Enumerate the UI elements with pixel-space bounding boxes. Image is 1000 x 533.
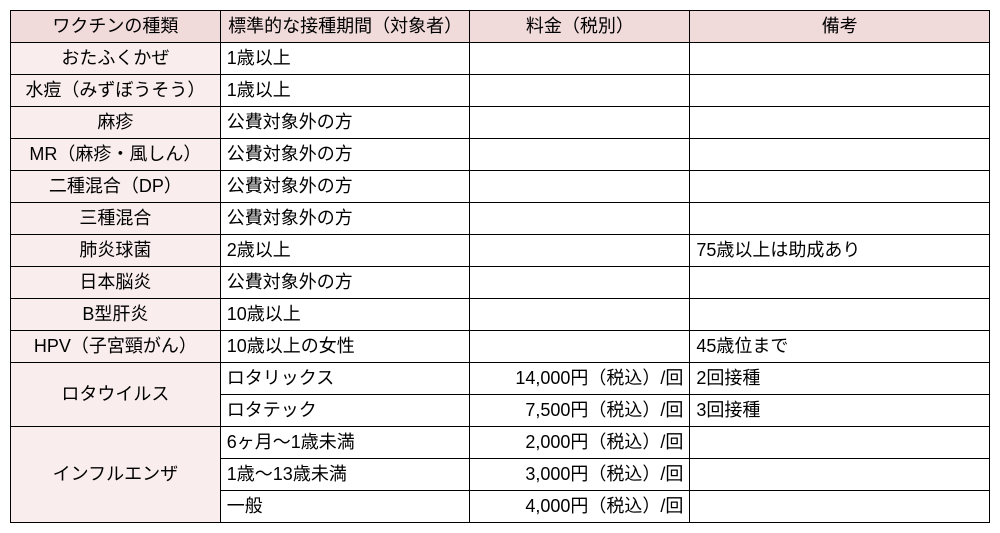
table-row: MR（麻疹・風しん） 公費対象外の方 <box>11 139 990 171</box>
vaccine-period: ロタリックス <box>220 363 470 395</box>
vaccine-note <box>690 171 990 203</box>
table-row-rotavirus: ロタウイルス ロタリックス 14,000円（税込）/回 2回接種 <box>11 363 990 395</box>
vaccine-fee <box>470 43 690 75</box>
table-row: 麻疹 公費対象外の方 <box>11 107 990 139</box>
vaccine-fee: 7,500円（税込）/回 <box>470 395 690 427</box>
vaccine-fee: 3,000円（税込）/回 <box>470 459 690 491</box>
vaccine-name: 肺炎球菌 <box>11 235 221 267</box>
vaccine-name: 水痘（みずぼうそう） <box>11 75 221 107</box>
vaccine-name: ロタウイルス <box>11 363 221 427</box>
vaccine-period: 10歳以上の女性 <box>220 331 470 363</box>
vaccine-period: 公費対象外の方 <box>220 267 470 299</box>
vaccine-note <box>690 491 990 523</box>
vaccine-fee <box>470 203 690 235</box>
table-row: 三種混合 公費対象外の方 <box>11 203 990 235</box>
vaccine-name: 麻疹 <box>11 107 221 139</box>
vaccine-note <box>690 427 990 459</box>
vaccine-note <box>690 107 990 139</box>
vaccine-fee <box>470 235 690 267</box>
vaccine-fee <box>470 75 690 107</box>
col-header-fee: 料金（税別） <box>470 11 690 43</box>
vaccine-fee: 14,000円（税込）/回 <box>470 363 690 395</box>
vaccine-fee <box>470 267 690 299</box>
vaccine-period: 1歳以上 <box>220 75 470 107</box>
vaccine-period: 公費対象外の方 <box>220 139 470 171</box>
col-header-note: 備考 <box>690 11 990 43</box>
table-row-influenza: インフルエンザ 6ヶ月〜1歳未満 2,000円（税込）/回 <box>11 427 990 459</box>
vaccine-fee <box>470 171 690 203</box>
vaccine-period: 公費対象外の方 <box>220 203 470 235</box>
vaccine-period: 1歳〜13歳未満 <box>220 459 470 491</box>
vaccine-name: MR（麻疹・風しん） <box>11 139 221 171</box>
col-header-type: ワクチンの種類 <box>11 11 221 43</box>
vaccine-fee: 4,000円（税込）/回 <box>470 491 690 523</box>
vaccine-fee <box>470 107 690 139</box>
table-row: 二種混合（DP） 公費対象外の方 <box>11 171 990 203</box>
table-row: おたふくかぜ 1歳以上 <box>11 43 990 75</box>
vaccine-fee <box>470 139 690 171</box>
vaccine-period: 公費対象外の方 <box>220 171 470 203</box>
table-row: 水痘（みずぼうそう） 1歳以上 <box>11 75 990 107</box>
vaccine-note: 2回接種 <box>690 363 990 395</box>
vaccine-period: ロタテック <box>220 395 470 427</box>
vaccine-note <box>690 299 990 331</box>
vaccine-period: 一般 <box>220 491 470 523</box>
vaccine-fee <box>470 331 690 363</box>
vaccine-period: 6ヶ月〜1歳未満 <box>220 427 470 459</box>
vaccine-price-table: ワクチンの種類 標準的な接種期間（対象者） 料金（税別） 備考 おたふくかぜ 1… <box>10 10 990 523</box>
vaccine-note: 75歳以上は助成あり <box>690 235 990 267</box>
col-header-period: 標準的な接種期間（対象者） <box>220 11 470 43</box>
vaccine-period: 1歳以上 <box>220 43 470 75</box>
table-header-row: ワクチンの種類 標準的な接種期間（対象者） 料金（税別） 備考 <box>11 11 990 43</box>
vaccine-name: インフルエンザ <box>11 427 221 523</box>
table-row: HPV（子宮頸がん） 10歳以上の女性 45歳位まで <box>11 331 990 363</box>
vaccine-note <box>690 43 990 75</box>
vaccine-fee: 2,000円（税込）/回 <box>470 427 690 459</box>
table-row: 肺炎球菌 2歳以上 75歳以上は助成あり <box>11 235 990 267</box>
vaccine-note <box>690 203 990 235</box>
vaccine-name: 日本脳炎 <box>11 267 221 299</box>
vaccine-name: おたふくかぜ <box>11 43 221 75</box>
table-row: 日本脳炎 公費対象外の方 <box>11 267 990 299</box>
vaccine-period: 公費対象外の方 <box>220 107 470 139</box>
vaccine-note: 45歳位まで <box>690 331 990 363</box>
vaccine-name: 二種混合（DP） <box>11 171 221 203</box>
vaccine-note <box>690 139 990 171</box>
vaccine-period: 2歳以上 <box>220 235 470 267</box>
vaccine-note: 3回接種 <box>690 395 990 427</box>
vaccine-note <box>690 459 990 491</box>
vaccine-fee <box>470 299 690 331</box>
vaccine-period: 10歳以上 <box>220 299 470 331</box>
vaccine-note <box>690 75 990 107</box>
vaccine-name: B型肝炎 <box>11 299 221 331</box>
vaccine-name: HPV（子宮頸がん） <box>11 331 221 363</box>
vaccine-note <box>690 267 990 299</box>
table-row: B型肝炎 10歳以上 <box>11 299 990 331</box>
vaccine-name: 三種混合 <box>11 203 221 235</box>
